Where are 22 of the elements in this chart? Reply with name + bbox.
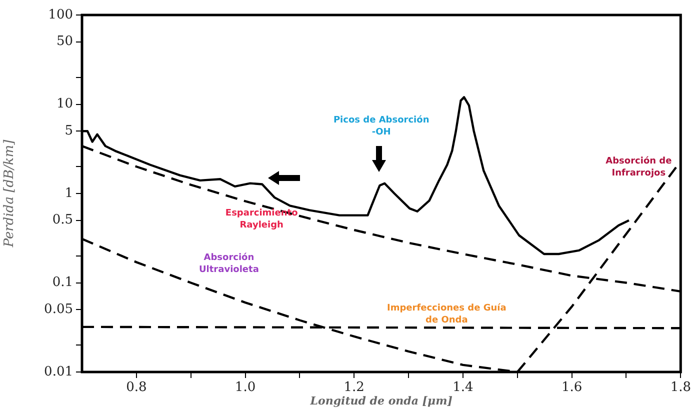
y-tick-label: 100	[48, 7, 73, 22]
y-tick-label: 5	[64, 123, 73, 138]
x-tick-label: 0.8	[126, 380, 147, 396]
series-label: Absorción de Infrarrojos	[606, 156, 672, 179]
y-tick-label: 50	[56, 34, 73, 50]
y-tick-label: 0.5	[52, 212, 73, 228]
y-tick-label: 10	[56, 96, 73, 112]
x-tick-label: 1.8	[670, 380, 692, 396]
x-tick-label: 1.2	[344, 380, 364, 396]
series-label: Imperfecciones de Guía de Onda	[386, 302, 506, 326]
x-tick-label: 1.6	[561, 380, 582, 396]
y-tick-label: 0.1	[52, 275, 73, 290]
x-axis-title: Longitud de onda [μm]	[309, 394, 452, 408]
y-axis-title: Perdida [dB/km]	[2, 138, 18, 248]
series-label: Absorción Ultravioleta	[198, 252, 259, 276]
x-tick-label: 1.4	[452, 380, 474, 396]
annotation: Picos de Absorción -OH	[333, 114, 430, 138]
y-tick-label: 0.05	[44, 302, 73, 317]
x-tick-label: 1.0	[234, 380, 256, 396]
y-tick-label: 1	[64, 186, 73, 201]
series-label: Esparcimiento Rayleigh	[225, 208, 298, 231]
y-tick-label: 0.01	[44, 364, 73, 380]
